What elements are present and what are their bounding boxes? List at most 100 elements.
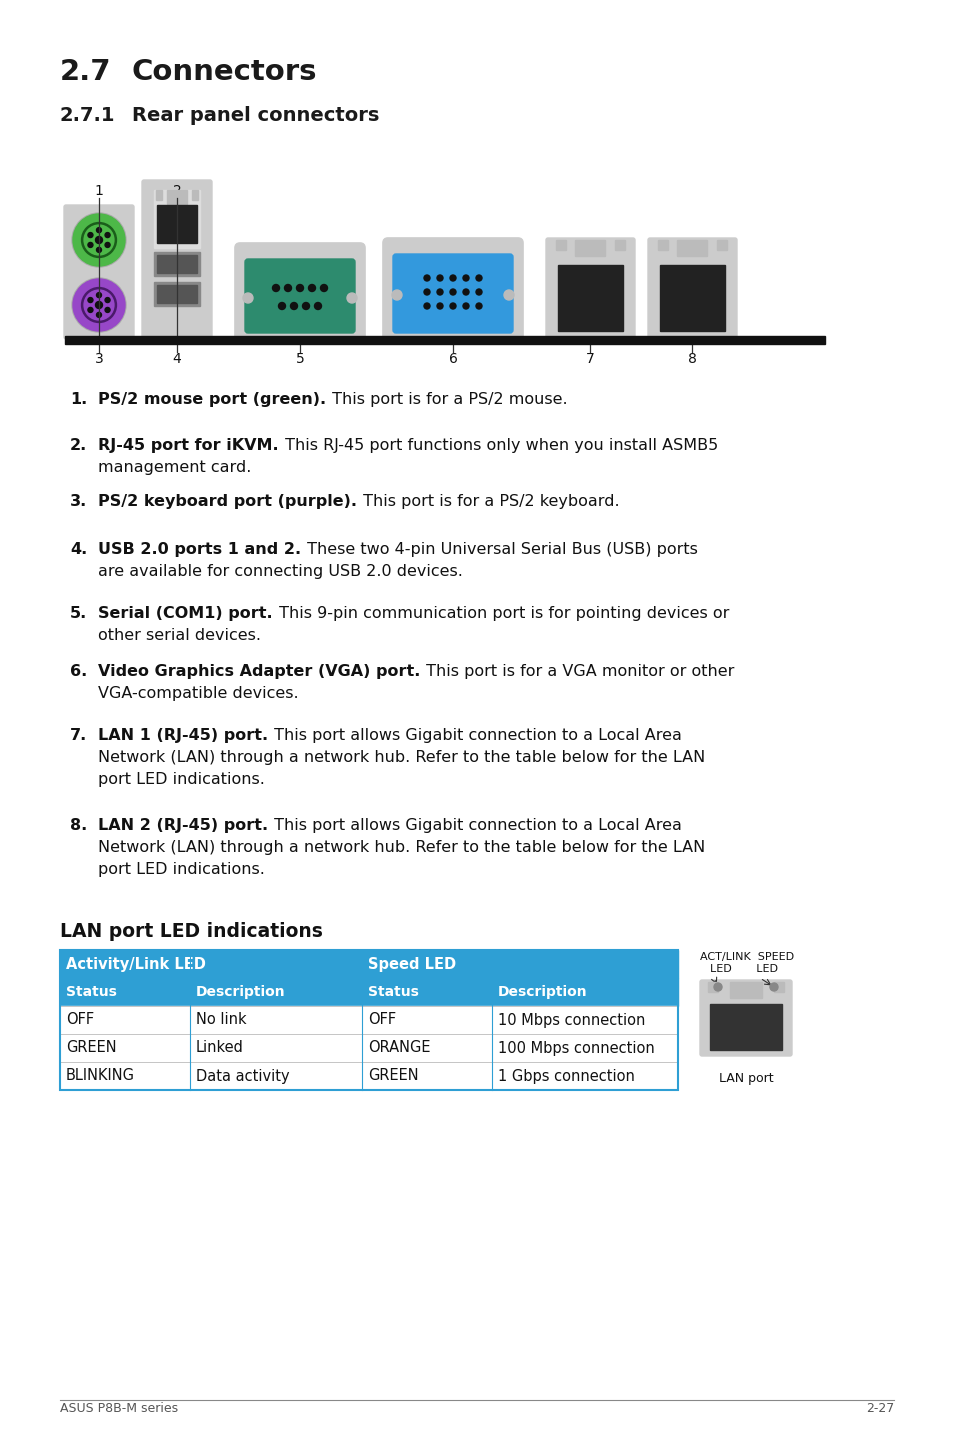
Bar — [709, 1004, 781, 1050]
Text: port LED indications.: port LED indications. — [98, 772, 265, 787]
Text: OFF: OFF — [66, 1012, 94, 1028]
Bar — [192, 190, 198, 200]
Circle shape — [88, 243, 92, 247]
Bar — [717, 240, 726, 250]
Circle shape — [95, 236, 102, 243]
Bar — [60, 1063, 678, 1090]
Text: Serial (COM1) port.: Serial (COM1) port. — [98, 605, 273, 621]
Text: ORANGE: ORANGE — [368, 1041, 430, 1055]
Circle shape — [96, 292, 101, 298]
Circle shape — [462, 303, 469, 309]
Circle shape — [96, 227, 101, 233]
Bar — [60, 1007, 678, 1034]
Text: 6: 6 — [448, 352, 456, 367]
Circle shape — [476, 303, 481, 309]
Text: Linked: Linked — [195, 1041, 244, 1055]
Circle shape — [450, 303, 456, 309]
Bar — [60, 1034, 678, 1063]
Bar — [156, 190, 162, 200]
Circle shape — [73, 214, 125, 266]
Circle shape — [95, 302, 102, 309]
Text: 4: 4 — [172, 352, 181, 367]
Circle shape — [105, 308, 110, 312]
Text: No link: No link — [195, 1012, 247, 1028]
Text: Video Graphics Adapter (VGA) port.: Video Graphics Adapter (VGA) port. — [98, 664, 420, 679]
Text: LAN 2 (RJ-45) port.: LAN 2 (RJ-45) port. — [98, 818, 268, 833]
Text: LAN port: LAN port — [718, 1071, 773, 1086]
Bar — [677, 240, 706, 256]
Circle shape — [476, 275, 481, 280]
FancyBboxPatch shape — [234, 243, 365, 344]
Text: PS/2 keyboard port (purple).: PS/2 keyboard port (purple). — [98, 495, 356, 509]
FancyBboxPatch shape — [545, 239, 635, 338]
Bar — [60, 951, 678, 1090]
Text: Rear panel connectors: Rear panel connectors — [132, 106, 379, 125]
Bar — [558, 265, 622, 331]
Bar — [773, 982, 783, 992]
Text: This port is for a VGA monitor or other: This port is for a VGA monitor or other — [421, 664, 734, 679]
Text: 5: 5 — [295, 352, 304, 367]
Circle shape — [450, 275, 456, 280]
Bar — [658, 240, 667, 250]
Text: 4.: 4. — [70, 542, 87, 557]
Text: Network (LAN) through a network hub. Refer to the table below for the LAN: Network (LAN) through a network hub. Ref… — [98, 840, 704, 856]
Bar — [575, 240, 604, 256]
Circle shape — [88, 233, 92, 237]
Text: 7.: 7. — [70, 728, 87, 743]
Text: Description: Description — [497, 985, 587, 999]
Circle shape — [436, 303, 442, 309]
Circle shape — [423, 303, 430, 309]
Text: This port allows Gigabit connection to a Local Area: This port allows Gigabit connection to a… — [269, 818, 681, 833]
Text: This port is for a PS/2 keyboard.: This port is for a PS/2 keyboard. — [357, 495, 619, 509]
Circle shape — [273, 285, 279, 292]
Bar — [659, 265, 724, 331]
Text: This port allows Gigabit connection to a Local Area: This port allows Gigabit connection to a… — [269, 728, 681, 743]
Text: USB 2.0 ports 1 and 2.: USB 2.0 ports 1 and 2. — [98, 542, 301, 557]
Bar — [153, 282, 200, 306]
Text: 5.: 5. — [70, 605, 87, 621]
Text: LAN port LED indications: LAN port LED indications — [60, 922, 322, 940]
Text: Activity/Link LED: Activity/Link LED — [66, 956, 206, 972]
Circle shape — [105, 298, 110, 302]
Text: BLINKING: BLINKING — [66, 1068, 135, 1083]
Text: 1: 1 — [94, 184, 103, 198]
Circle shape — [423, 275, 430, 280]
Text: PS/2 mouse port (green).: PS/2 mouse port (green). — [98, 393, 326, 407]
Circle shape — [503, 290, 514, 301]
Bar — [65, 336, 824, 344]
Text: other serial devices.: other serial devices. — [98, 628, 261, 643]
Circle shape — [284, 285, 292, 292]
Bar — [60, 978, 678, 1007]
Text: 2.: 2. — [70, 439, 87, 453]
Text: 2.7: 2.7 — [60, 58, 112, 86]
Text: LAN 1 (RJ-45) port.: LAN 1 (RJ-45) port. — [98, 728, 268, 743]
Text: are available for connecting USB 2.0 devices.: are available for connecting USB 2.0 dev… — [98, 564, 462, 580]
FancyBboxPatch shape — [647, 239, 737, 338]
Circle shape — [347, 293, 356, 303]
Text: 8: 8 — [687, 352, 696, 367]
Text: RJ-45 port for iKVM.: RJ-45 port for iKVM. — [98, 439, 278, 453]
Bar — [157, 206, 196, 243]
Text: port LED indications.: port LED indications. — [98, 861, 265, 877]
Text: GREEN: GREEN — [368, 1068, 418, 1083]
Text: 2-27: 2-27 — [864, 1402, 893, 1415]
Bar — [157, 255, 196, 273]
Bar — [615, 240, 624, 250]
Circle shape — [105, 243, 110, 247]
Bar — [167, 190, 187, 204]
Text: 100 Mbps connection: 100 Mbps connection — [497, 1041, 654, 1055]
Text: 10 Mbps connection: 10 Mbps connection — [497, 1012, 644, 1028]
FancyBboxPatch shape — [393, 255, 513, 334]
Circle shape — [320, 285, 327, 292]
Text: 6.: 6. — [70, 664, 87, 679]
Circle shape — [73, 279, 125, 331]
Text: This 9-pin communication port is for pointing devices or: This 9-pin communication port is for poi… — [274, 605, 728, 621]
Text: 1.: 1. — [70, 393, 87, 407]
Text: LED       LED: LED LED — [709, 963, 778, 974]
Text: Status: Status — [66, 985, 117, 999]
FancyBboxPatch shape — [64, 206, 133, 339]
Circle shape — [769, 984, 778, 991]
Circle shape — [243, 293, 253, 303]
Circle shape — [291, 302, 297, 309]
Text: 1 Gbps connection: 1 Gbps connection — [497, 1068, 634, 1083]
